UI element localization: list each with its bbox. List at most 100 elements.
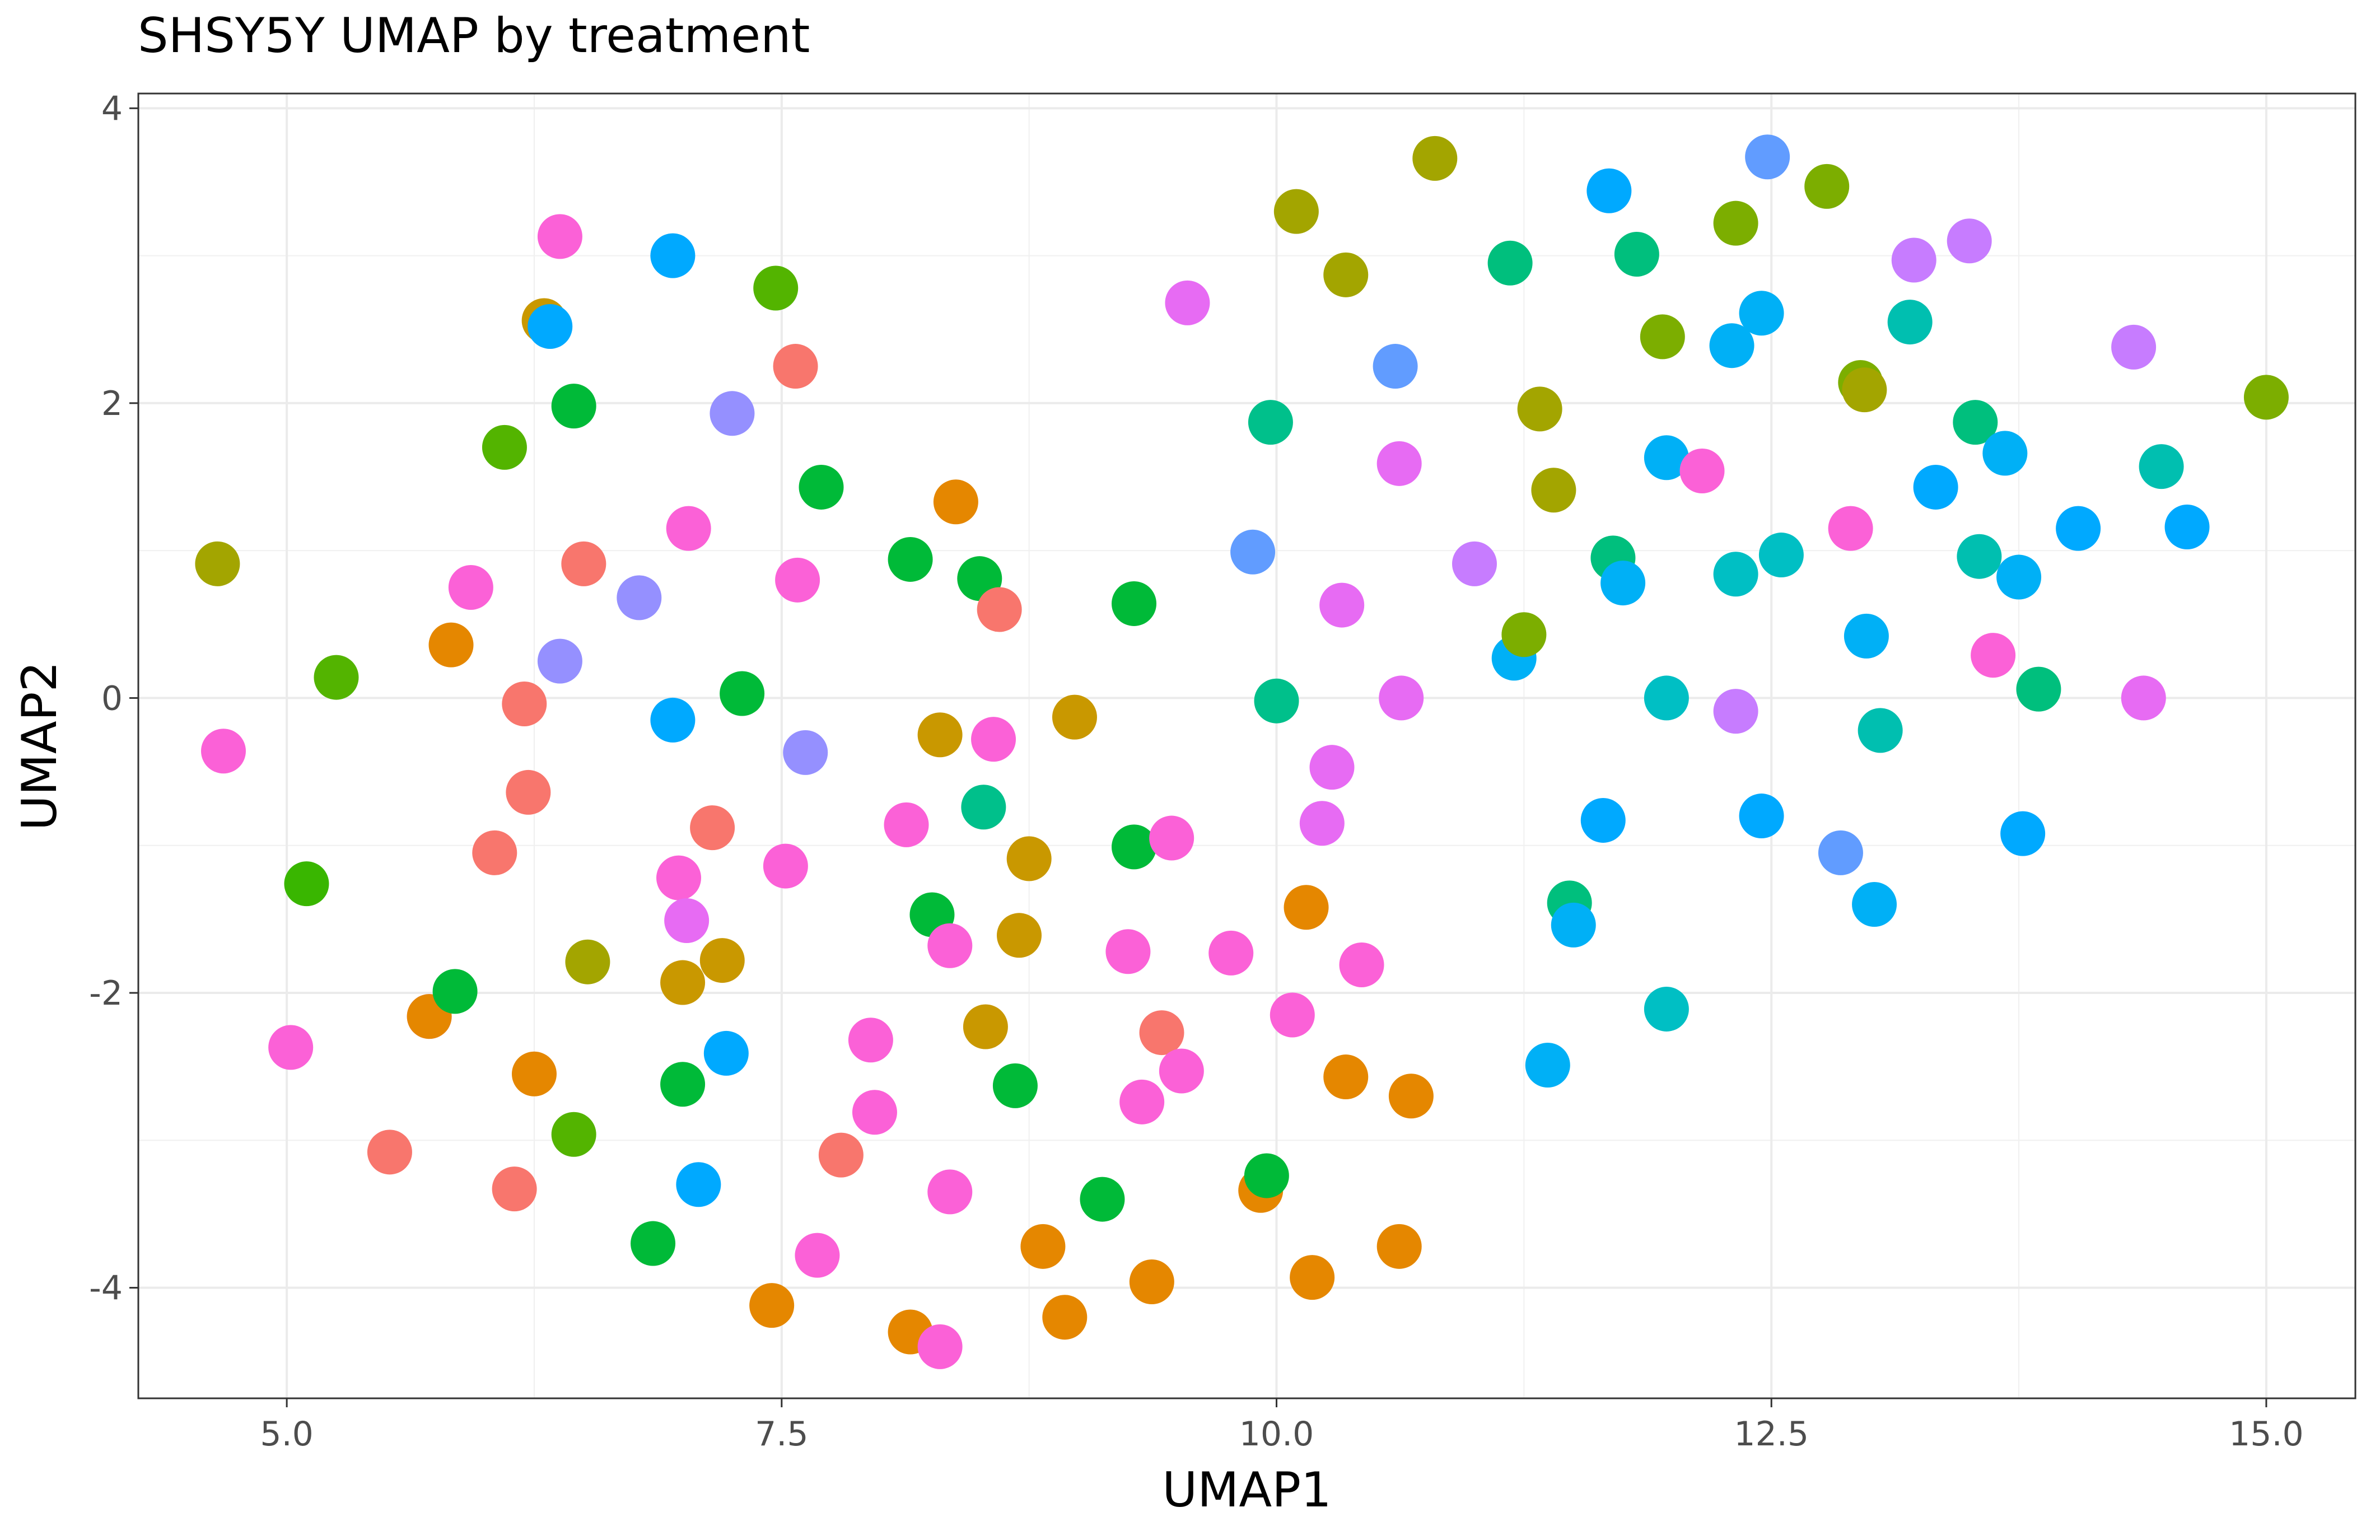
data-point — [1525, 1042, 1570, 1088]
x-axis-title: UMAP1 — [1162, 1462, 1332, 1518]
data-point — [888, 536, 933, 582]
x-tick-label: 7.5 — [755, 1415, 808, 1454]
data-point — [1319, 582, 1365, 628]
data-point — [1844, 613, 1889, 659]
y-tick-label: 4 — [101, 89, 123, 128]
data-point — [1804, 164, 1850, 209]
data-point — [1273, 189, 1319, 234]
x-tick-label: 10.0 — [1239, 1415, 1314, 1454]
data-point — [1412, 136, 1458, 181]
x-axis: 5.0 7.5 10.0 12.5 15.0 — [260, 1398, 2304, 1454]
data-point — [1679, 448, 1725, 493]
data-point — [1388, 1074, 1434, 1119]
data-point — [1290, 1255, 1335, 1300]
chart-title: SHSY5Y UMAP by treatment — [138, 8, 810, 64]
data-point — [1644, 986, 1689, 1032]
data-point — [1112, 824, 1157, 870]
data-point — [963, 1004, 1008, 1049]
x-tick-label: 15.0 — [2229, 1415, 2304, 1454]
plot-panel-border — [137, 92, 2356, 1399]
data-point — [749, 1283, 795, 1328]
data-point — [1828, 506, 1873, 551]
data-point — [1376, 441, 1422, 486]
data-point — [1947, 218, 1992, 264]
data-point — [1644, 675, 1689, 721]
data-point — [1129, 1259, 1174, 1305]
data-point — [703, 1030, 749, 1076]
data-point — [1818, 830, 1863, 875]
data-point — [561, 541, 606, 586]
data-point — [1745, 134, 1790, 180]
data-point — [1580, 797, 1626, 843]
data-point — [1112, 581, 1157, 626]
data-point — [1159, 1048, 1204, 1094]
data-point — [650, 233, 696, 278]
data-point — [482, 424, 527, 470]
data-point — [195, 541, 240, 586]
data-point — [551, 384, 596, 429]
data-point — [917, 1324, 963, 1369]
data-point — [852, 1090, 897, 1135]
data-point — [2121, 675, 2166, 721]
data-point — [1309, 745, 1355, 790]
data-point — [1270, 992, 1315, 1038]
y-tick-label: 0 — [101, 679, 123, 718]
data-point — [818, 1132, 864, 1178]
data-point — [1758, 533, 1804, 578]
data-point — [1323, 252, 1369, 297]
data-point — [1501, 612, 1547, 657]
data-point — [666, 506, 711, 551]
data-point — [917, 712, 963, 758]
data-point — [1165, 280, 1210, 325]
y-axis: -4 -2 0 2 4 — [89, 89, 138, 1308]
data-point — [1517, 386, 1562, 432]
data-point — [617, 575, 662, 620]
data-point — [977, 587, 1022, 632]
data-point — [763, 843, 808, 889]
data-point — [448, 564, 493, 610]
data-point — [537, 214, 582, 259]
y-tick-label: 2 — [101, 384, 123, 423]
data-point — [1739, 291, 1784, 336]
data-point — [1739, 794, 1784, 839]
data-point — [1600, 561, 1646, 606]
data-point — [753, 265, 799, 311]
data-point — [1376, 1224, 1422, 1269]
data-point — [795, 1233, 840, 1278]
data-point — [1208, 930, 1254, 976]
data-point — [992, 1063, 1038, 1108]
data-point — [1953, 400, 1998, 445]
data-point — [690, 805, 735, 851]
data-point — [927, 923, 973, 968]
data-point — [631, 1221, 676, 1266]
data-point — [1339, 942, 1384, 987]
data-point — [927, 1169, 973, 1215]
data-point — [268, 1025, 314, 1070]
data-point — [656, 855, 702, 900]
data-point — [1052, 694, 1097, 740]
data-point — [314, 655, 359, 700]
data-point — [528, 304, 573, 349]
data-point — [1852, 882, 1897, 927]
data-point — [1709, 323, 1754, 368]
data-point — [1713, 552, 1758, 597]
data-point — [1323, 1054, 1369, 1100]
data-point — [783, 730, 828, 775]
data-point — [660, 960, 706, 1005]
data-point — [2111, 324, 2157, 370]
data-point — [650, 697, 696, 743]
data-point — [1842, 367, 1887, 413]
x-tick-label: 5.0 — [260, 1415, 313, 1454]
data-point — [1230, 529, 1276, 575]
data-point — [773, 344, 818, 389]
data-point — [537, 638, 582, 684]
data-point — [506, 769, 551, 815]
data-point — [511, 1051, 557, 1096]
data-point — [2243, 375, 2289, 420]
data-point — [551, 1112, 596, 1157]
data-point — [720, 671, 765, 716]
data-point — [1379, 675, 1424, 721]
data-point — [1284, 885, 1329, 930]
y-tick-label: -2 — [89, 974, 123, 1013]
